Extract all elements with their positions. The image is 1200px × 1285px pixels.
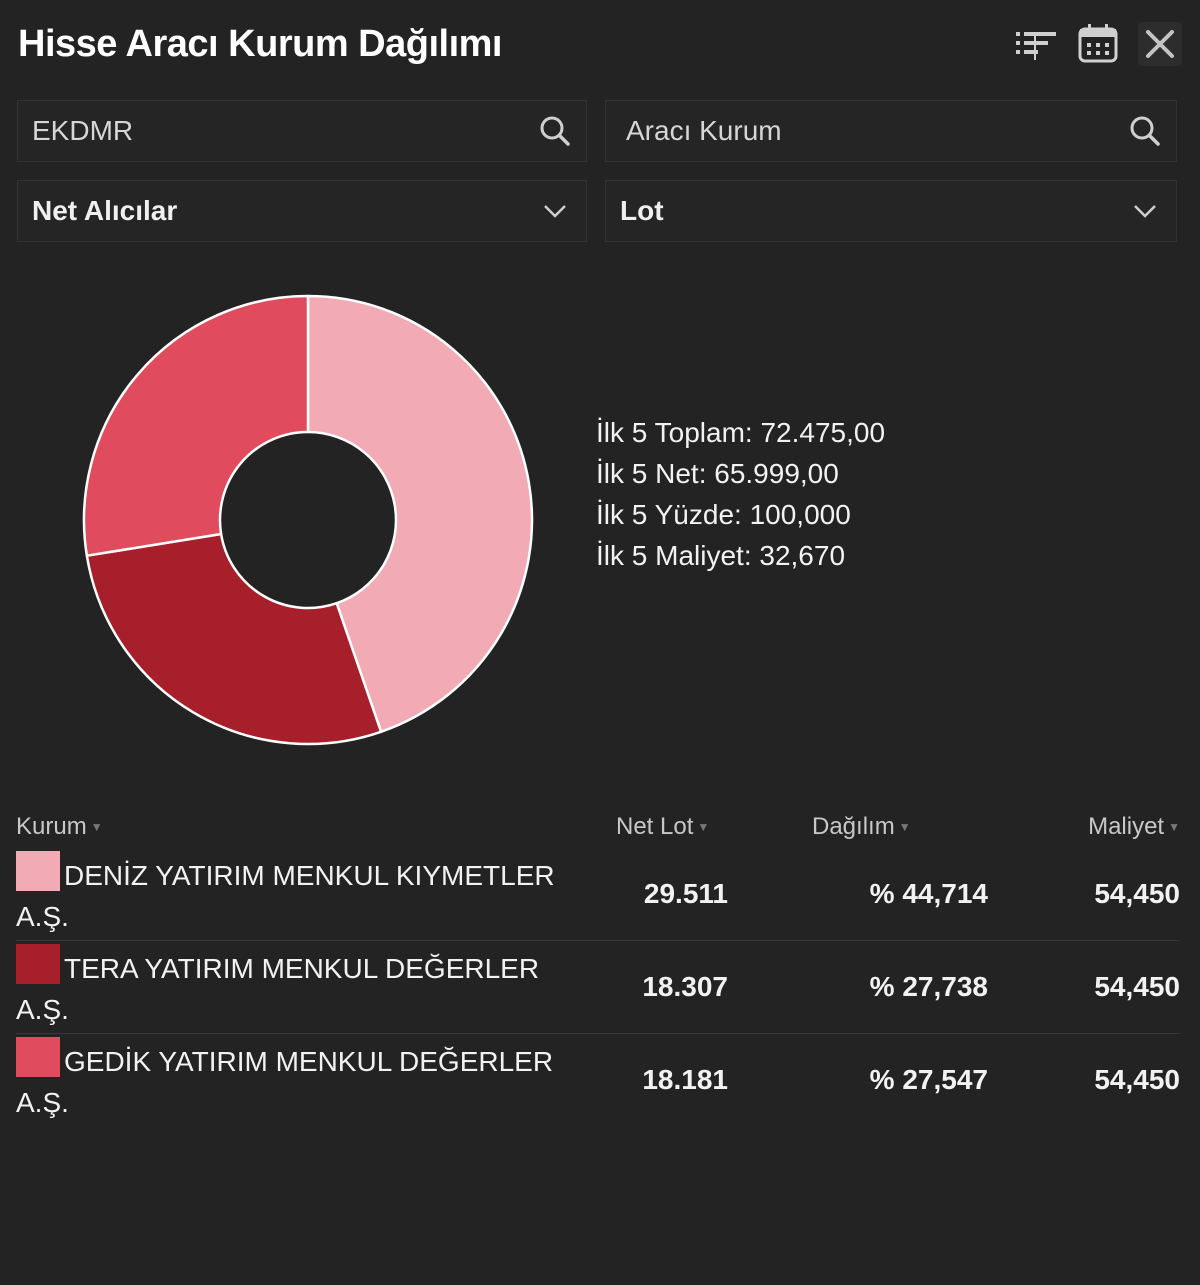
table-row[interactable]: TERA YATIRIM MENKUL DEĞERLER A.Ş. 18.307… <box>16 941 1180 1034</box>
broker-name-cell: TERA YATIRIM MENKUL DEĞERLER A.Ş. <box>16 944 556 1030</box>
search-icon <box>1128 114 1162 148</box>
distribution-cell: % 27,738 <box>869 971 988 1002</box>
sort-caret-icon: ▼ <box>1168 820 1180 834</box>
symbol-search-input[interactable]: EKDMR <box>17 100 587 162</box>
net-lot-cell: 29.511 <box>643 878 728 909</box>
calendar-icon[interactable] <box>1076 22 1120 66</box>
header-actions <box>1014 22 1182 66</box>
close-icon[interactable] <box>1138 22 1182 66</box>
panel-header: Hisse Aracı Kurum Dağılımı <box>18 14 1182 74</box>
sort-caret-icon: ▼ <box>898 820 911 834</box>
broker-table: Kurum ▼ Net Lot ▼ Dağılım ▼ Maliyet ▼ DENİZ … <box>16 806 1180 1126</box>
summary-net: İlk 5 Net: 65.999,00 <box>596 458 839 489</box>
table-header: Kurum ▼ Net Lot ▼ Dağılım ▼ Maliyet ▼ <box>16 806 1180 848</box>
summary-total: İlk 5 Toplam: 72.475,00 <box>596 417 886 448</box>
cost-cell: 54,450 <box>1094 971 1180 1002</box>
color-swatch <box>16 1037 60 1077</box>
chevron-down-icon <box>1128 194 1162 228</box>
unit-select[interactable]: Lot <box>605 180 1177 242</box>
net-lot-cell: 18.181 <box>642 1064 728 1095</box>
sort-caret-icon: ▼ <box>90 820 103 834</box>
distribution-cell: % 27,547 <box>869 1064 988 1095</box>
donut-chart <box>70 280 550 760</box>
broker-name-cell: GEDİK YATIRIM MENKUL DEĞERLER A.Ş. <box>16 1037 556 1123</box>
donut-chart-svg <box>82 294 534 746</box>
broker-search-placeholder: Aracı Kurum <box>626 115 782 146</box>
column-header-net-lot[interactable]: Net Lot ▼ <box>616 813 710 840</box>
panel-title: Hisse Aracı Kurum Dağılımı <box>18 22 502 65</box>
top5-summary: İlk 5 Toplam: 72.475,00 İlk 5 Net: 65.99… <box>596 412 885 576</box>
filter-icon[interactable] <box>1014 22 1058 66</box>
color-swatch <box>16 944 60 984</box>
broker-name-cell: DENİZ YATIRIM MENKUL KIYMETLER A.Ş. <box>16 851 556 937</box>
column-header-kurum[interactable]: Kurum ▼ <box>16 813 103 840</box>
donut-slice-2[interactable] <box>85 532 383 746</box>
side-select[interactable]: Net Alıcılar <box>17 180 587 242</box>
summary-percent: İlk 5 Yüzde: 100,000 <box>596 499 851 530</box>
broker-search-input[interactable]: Aracı Kurum <box>605 100 1177 162</box>
sort-caret-icon: ▼ <box>697 820 710 834</box>
symbol-search-value: EKDMR <box>32 115 134 146</box>
donut-slice-3[interactable] <box>82 294 310 557</box>
search-icon <box>538 114 572 148</box>
donut-slice-1[interactable] <box>306 294 534 734</box>
column-header-maliyet[interactable]: Maliyet ▼ <box>1088 813 1180 840</box>
side-select-value: Net Alıcılar <box>32 195 178 226</box>
column-header-dagilim[interactable]: Dağılım ▼ <box>812 813 911 840</box>
chevron-down-icon <box>538 194 572 228</box>
table-row[interactable]: DENİZ YATIRIM MENKUL KIYMETLER A.Ş. 29.5… <box>16 848 1180 941</box>
cost-cell: 54,450 <box>1094 878 1180 909</box>
unit-select-value: Lot <box>620 195 664 226</box>
table-row[interactable]: GEDİK YATIRIM MENKUL DEĞERLER A.Ş. 18.18… <box>16 1034 1180 1126</box>
net-lot-cell: 18.307 <box>642 971 728 1002</box>
color-swatch <box>16 851 60 891</box>
cost-cell: 54,450 <box>1094 1064 1180 1095</box>
summary-cost: İlk 5 Maliyet: 32,670 <box>596 540 846 571</box>
distribution-cell: % 44,714 <box>869 878 988 909</box>
